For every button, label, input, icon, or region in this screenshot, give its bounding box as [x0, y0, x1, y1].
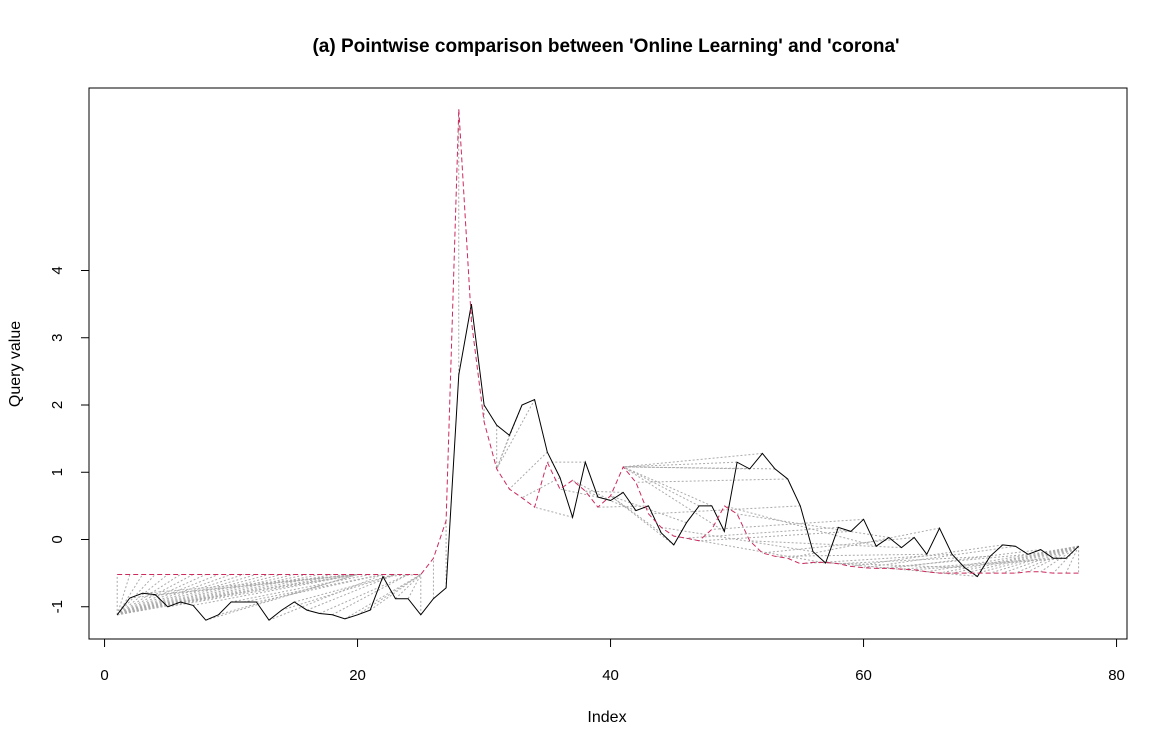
alignment-line-66 — [622, 466, 712, 507]
alignment-line-95 — [926, 545, 1079, 573]
y-tick-label-2: 2 — [49, 401, 66, 409]
alignment-line-26 — [205, 573, 358, 621]
alignment-line-31 — [268, 574, 384, 621]
y-axis: -1 0 1 2 3 4 — [49, 266, 90, 613]
alignment-line-84 — [787, 527, 940, 559]
alignment-line-35 — [319, 574, 409, 614]
alignment-line-101 — [1002, 545, 1079, 574]
alignment-line-41 — [395, 574, 422, 600]
alignment-line-33 — [294, 573, 396, 603]
y-tick-label-3: 3 — [49, 334, 66, 342]
alignment-line-91 — [876, 553, 1029, 569]
alignment-line-62 — [610, 495, 662, 534]
alignment-line-53 — [509, 451, 548, 490]
alignment-line-10 — [117, 573, 232, 616]
alignment-line-78 — [711, 518, 864, 530]
query-series-line — [116, 304, 1079, 621]
alignment-line-54 — [521, 477, 561, 499]
y-tick-label--1: -1 — [49, 600, 66, 613]
alignment-line-73 — [648, 505, 801, 515]
alignment-line-55 — [534, 506, 573, 518]
alignment-line-50 — [496, 435, 510, 470]
alignment-line-63 — [610, 495, 675, 546]
alignment-line-67 — [622, 466, 725, 532]
alignment-line-102 — [1015, 545, 1079, 574]
alignment-line-89 — [850, 544, 1003, 567]
alignment-line-12 — [117, 573, 257, 616]
alignment-line-92 — [888, 549, 1041, 569]
alignment-line-37 — [344, 574, 422, 620]
alignment-line-38 — [357, 574, 422, 616]
alignment-line-57 — [559, 488, 599, 498]
alignment-line-90 — [863, 545, 1016, 569]
alignment-line-100 — [989, 545, 1079, 574]
alignment-line-52 — [496, 399, 536, 470]
alignment-line-103 — [1027, 545, 1079, 573]
alignment-line-30 — [256, 573, 383, 603]
x-axis: 0 20 40 60 80 — [100, 638, 1125, 684]
x-tick-label-20: 20 — [349, 667, 366, 684]
alignment-line-59 — [585, 490, 624, 493]
y-tick-label-1: 1 — [49, 468, 66, 476]
x-tick-label-0: 0 — [100, 667, 108, 684]
alignment-line-65 — [622, 466, 700, 507]
y-tick-label-4: 4 — [49, 266, 66, 274]
alignment-line-5 — [116, 574, 169, 616]
alignment-line-94 — [914, 557, 1066, 571]
alignment-line-68 — [623, 461, 738, 468]
x-axis-label: Index — [587, 709, 626, 726]
alignment-line-2 — [116, 574, 131, 615]
alignment-line-88 — [838, 555, 991, 565]
alignment-line-42 — [407, 574, 422, 599]
alignment-line-72 — [635, 478, 788, 483]
alignment-line-80 — [736, 513, 889, 538]
alignment-line-69 — [623, 466, 750, 470]
alignment-line-4 — [116, 574, 156, 616]
alignment-line-19 — [117, 573, 345, 616]
alignment-line-74 — [661, 526, 814, 553]
alignment-line-22 — [155, 573, 358, 596]
alignment-line-23 — [167, 573, 358, 608]
y-axis-label: Query value — [7, 321, 24, 407]
alignment-line-51 — [496, 404, 523, 470]
alignment-line-83 — [774, 553, 927, 557]
alignment-line-79 — [724, 505, 877, 547]
alignment-line-60 — [585, 490, 637, 512]
alignment-line-9 — [117, 574, 219, 616]
alignment-line-86 — [812, 561, 965, 569]
y-tick-label-0: 0 — [49, 535, 66, 543]
alignment-line-24 — [180, 573, 358, 603]
plot-area-border — [88, 87, 1128, 640]
chart-title: (a) Pointwise comparison between 'Online… — [312, 36, 899, 57]
alignment-line-70 — [623, 452, 763, 468]
alignment-line-99 — [977, 545, 1079, 574]
series-lines — [116, 109, 1079, 621]
alignment-line-58 — [572, 479, 611, 501]
alignment-line-25 — [193, 573, 358, 606]
alignment-line-64 — [610, 495, 687, 524]
alignment-lines — [116, 109, 1080, 621]
alignment-line-6 — [116, 574, 181, 616]
alignment-line-71 — [623, 466, 776, 470]
x-tick-label-60: 60 — [855, 667, 872, 684]
x-tick-label-80: 80 — [1108, 667, 1125, 684]
alignment-line-98 — [964, 545, 1079, 574]
reference-series-line — [117, 109, 1079, 575]
x-tick-label-40: 40 — [602, 667, 619, 684]
alignment-line-106 — [1065, 546, 1080, 574]
alignment-line-82 — [762, 536, 915, 554]
alignment-line-8 — [116, 574, 206, 616]
